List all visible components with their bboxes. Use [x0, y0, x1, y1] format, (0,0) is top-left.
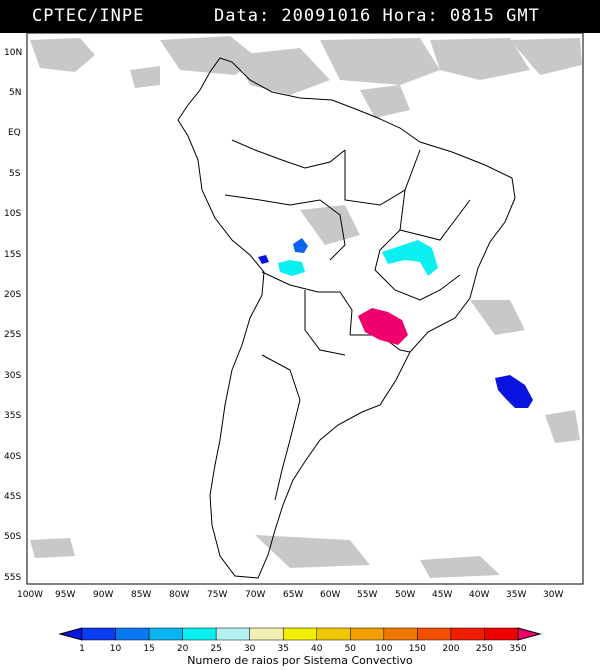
lon-label: 40W	[469, 590, 489, 600]
colorbar-segment	[148, 627, 183, 641]
lat-label: 15S	[4, 250, 21, 260]
lat-label: 5S	[9, 169, 21, 179]
lon-label: 65W	[283, 590, 303, 600]
lon-label: 30W	[543, 590, 563, 600]
colorbar-label: 15	[143, 644, 154, 654]
colorbar-segment	[282, 627, 318, 641]
colorbar-label: 350	[509, 644, 526, 654]
system-magenta	[358, 308, 408, 345]
cloud-layer	[30, 36, 582, 578]
colorbar-arrow-left	[58, 627, 83, 641]
system-blue-ocean	[495, 375, 533, 408]
lon-label: 60W	[320, 590, 340, 600]
lon-label: 85W	[131, 590, 151, 600]
lat-label: 45S	[4, 492, 21, 502]
colorbar	[58, 627, 542, 641]
map-frame	[26, 32, 584, 585]
colorbar-segment	[484, 627, 519, 641]
lon-label: 70W	[245, 590, 265, 600]
colorbar-segment	[215, 627, 250, 641]
lon-label: 45W	[432, 590, 452, 600]
colorbar-segment	[182, 627, 217, 641]
lon-label: 50W	[395, 590, 415, 600]
colorbar-label: 250	[476, 644, 493, 654]
lat-label: 55S	[4, 573, 21, 583]
colorbar-label: 50	[345, 644, 357, 654]
convective-systems	[258, 238, 533, 408]
colorbar-title: Numero de raios por Sistema Convectivo	[187, 654, 413, 667]
colorbar-segment	[81, 627, 116, 641]
colorbar-label: 10	[110, 644, 122, 654]
colorbar-label: 100	[375, 644, 392, 654]
colorbar-label: 150	[409, 644, 426, 654]
lon-label: 100W	[17, 590, 43, 600]
coastline	[177, 57, 516, 579]
colorbar-label: 200	[442, 644, 459, 654]
colorbar-label: 40	[311, 644, 323, 654]
latitude-labels: 10N 5N EQ 5S 10S 15S 20S 25S 30S 35S 40S…	[4, 48, 22, 583]
colorbar-arrow-right	[517, 627, 542, 641]
lon-label: 80W	[169, 590, 189, 600]
system-cyan-west	[278, 260, 305, 276]
colorbar-segment	[350, 627, 385, 641]
lat-label: 35S	[4, 411, 21, 421]
colorbar-segment	[115, 627, 150, 641]
colorbar-label: 35	[278, 644, 289, 654]
lat-label: 5N	[9, 88, 21, 98]
lat-label: 10N	[4, 48, 22, 58]
longitude-labels: 100W 95W 90W 85W 80W 75W 70W 65W 60W 55W…	[17, 590, 563, 600]
lat-label: EQ	[8, 128, 21, 138]
colorbar-label: 25	[210, 644, 221, 654]
colorbar-label: 30	[244, 644, 256, 654]
colorbar-segment	[249, 627, 284, 641]
colorbar-segment	[316, 627, 351, 641]
colorbar-segment	[383, 627, 418, 641]
system-blue-small	[258, 255, 269, 264]
lon-label: 55W	[357, 590, 377, 600]
system-cyan-east	[382, 240, 438, 276]
lon-label: 90W	[93, 590, 113, 600]
system-mid-blue	[293, 238, 308, 253]
date-time-label: Data: 20091016 Hora: 0815 GMT	[214, 6, 540, 26]
colorbar-label: 20	[177, 644, 189, 654]
lat-label: 50S	[4, 532, 21, 542]
agency-title: CPTEC/INPE	[32, 6, 145, 26]
lat-label: 10S	[4, 209, 21, 219]
header-bar: CPTEC/INPE Data: 20091016 Hora: 0815 GMT	[0, 0, 600, 33]
lat-label: 30S	[4, 371, 21, 381]
colorbar-label: 1	[79, 644, 85, 654]
lat-label: 40S	[4, 452, 21, 462]
lat-label: 25S	[4, 330, 21, 340]
colorbar-segment	[450, 627, 485, 641]
colorbar-segment	[417, 627, 452, 641]
lat-label: 20S	[4, 290, 21, 300]
lon-label: 95W	[55, 590, 75, 600]
colorbar-labels: 1 10 15 20 25 30 35 40 50 100 150 200 250 350	[79, 644, 527, 654]
lon-label: 35W	[506, 590, 526, 600]
lon-label: 75W	[207, 590, 227, 600]
